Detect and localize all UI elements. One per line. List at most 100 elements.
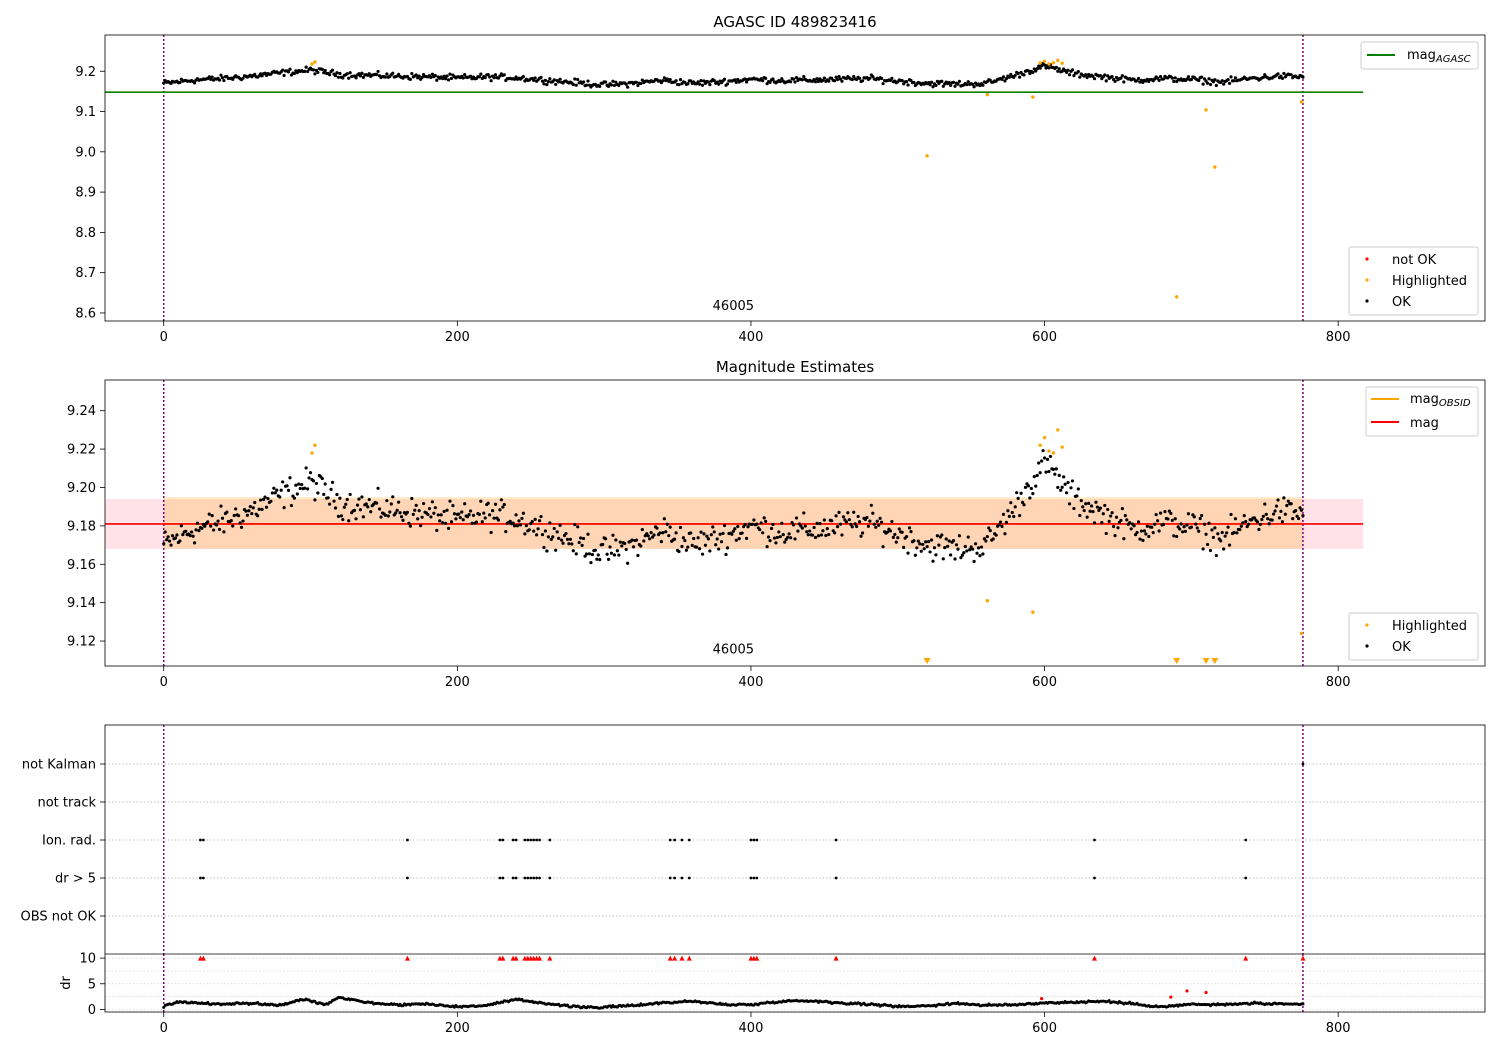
data-point-ok (1156, 519, 1160, 523)
data-point-ok (576, 525, 580, 529)
data-point-highlighted (1056, 58, 1060, 63)
data-point-ok (1147, 534, 1151, 539)
data-point-ok (166, 535, 170, 539)
data-point-ok (264, 505, 269, 509)
data-point-ok (800, 78, 804, 82)
data-point-ok (554, 548, 558, 552)
data-point-ok (609, 551, 614, 555)
data-point-ok (971, 547, 975, 551)
flag-point-dr-gt-5 (523, 876, 527, 880)
data-point-ok (975, 551, 979, 555)
legend-points: Highlighted OK (1348, 612, 1479, 661)
data-point-ok (759, 521, 763, 525)
data-point-ok (722, 77, 727, 81)
data-point-ok (338, 71, 342, 76)
data-point-ok (991, 537, 995, 541)
data-point-ok (1301, 75, 1305, 79)
data-point-ok (1222, 82, 1226, 86)
data-point-ok (677, 549, 681, 554)
data-point-ok (314, 481, 319, 486)
data-point-ok (1301, 514, 1305, 518)
data-point-ok (926, 540, 931, 544)
data-point-ok (744, 80, 749, 84)
y-tick-label: 8.8 (75, 226, 96, 241)
data-point-ok (162, 542, 166, 546)
data-point-ok (640, 527, 644, 532)
data-point-ok (241, 76, 245, 80)
data-point-ok (322, 492, 326, 496)
data-point-ok (1013, 505, 1017, 509)
data-point-ok (316, 491, 320, 495)
data-point-ok (813, 80, 818, 84)
data-point-ok (216, 519, 220, 523)
data-point-ok (699, 530, 703, 534)
data-point-ok (263, 495, 267, 499)
data-point-ok (771, 77, 775, 81)
data-point-ok (332, 499, 336, 503)
data-point-ok (946, 544, 950, 548)
data-point-ok (554, 82, 558, 87)
data-point-ok (626, 85, 630, 89)
data-point-ok (1210, 528, 1214, 532)
data-point-ok (533, 517, 537, 521)
data-point-ok (448, 72, 452, 76)
data-point-ok (849, 522, 853, 526)
data-point-ok (604, 537, 608, 541)
data-point-ok (794, 76, 799, 80)
data-point-ok (576, 77, 580, 82)
data-point-ok (570, 542, 574, 546)
data-point-ok (376, 69, 380, 74)
y-tick-label: 5 (88, 977, 96, 992)
flag-point-ion-rad (498, 838, 502, 842)
data-point-ok (197, 529, 201, 533)
data-point-ok (542, 82, 546, 86)
legend-label-ok: OK (1392, 640, 1411, 655)
data-point-ok (689, 79, 693, 83)
data-point-ok (683, 538, 687, 543)
data-point-ok (684, 548, 688, 552)
data-point-ok (618, 540, 622, 544)
flag-point-dr-gt-5 (1244, 876, 1248, 880)
data-point-ok (463, 73, 467, 77)
dr-clipped-marker (547, 955, 553, 961)
data-point-ok (699, 79, 703, 83)
data-point-ok (915, 546, 919, 550)
data-point-ok (188, 534, 192, 538)
data-point-ok (354, 76, 358, 80)
y-tick-label: 8.9 (75, 186, 96, 201)
data-point-offaxis (1211, 658, 1219, 664)
data-point-ok (1018, 513, 1022, 518)
data-point-ok (551, 535, 555, 539)
data-point-highlighted (985, 92, 990, 97)
data-point-ok (1158, 511, 1163, 515)
data-point-ok (960, 553, 964, 557)
flag-point-ion-rad (548, 838, 552, 842)
data-point-ok (921, 542, 925, 546)
data-point-ok (498, 508, 502, 512)
legend-lines: magOBSID mag (1365, 386, 1479, 437)
data-point-ok (420, 75, 424, 80)
data-point-ok (1135, 530, 1139, 535)
data-point-ok (598, 558, 602, 562)
data-point-ok (872, 522, 876, 526)
data-point-ok (612, 83, 617, 88)
data-point-ok (1060, 485, 1064, 489)
data-point-ok (420, 515, 424, 519)
data-point-ok (358, 74, 363, 78)
dr-outlier-point (1204, 990, 1208, 995)
data-point-ok (976, 546, 981, 550)
data-point-ok (649, 530, 653, 535)
data-point-ok (1233, 517, 1238, 521)
data-point-ok (1044, 470, 1048, 474)
data-point-ok (631, 545, 636, 549)
data-point-highlighted (310, 451, 314, 455)
data-point-ok (521, 511, 526, 515)
data-point-ok (546, 80, 550, 84)
data-point-ok (818, 522, 822, 526)
data-point-ok (354, 517, 358, 521)
legend-label-ok: OK (1392, 295, 1411, 310)
data-point-ok (1070, 479, 1075, 483)
data-point-ok (626, 561, 630, 565)
data-point-ok (1078, 75, 1082, 79)
data-point-ok (184, 529, 188, 533)
